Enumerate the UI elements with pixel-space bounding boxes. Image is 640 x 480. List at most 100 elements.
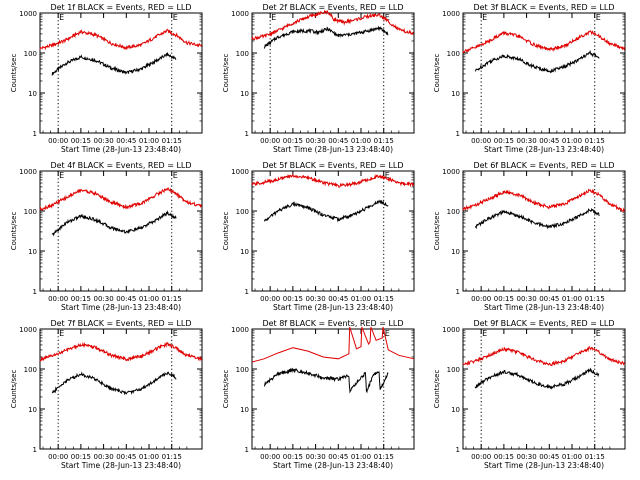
x-tick-label: 01:15 <box>585 137 605 145</box>
y-tick-label: 1000 <box>231 168 249 176</box>
x-tick-label: 00:15 <box>71 295 91 303</box>
y-tick-label: 100 <box>236 50 249 58</box>
y-tick-label: 1 <box>33 130 37 138</box>
x-tick-label: 00:45 <box>116 295 136 303</box>
panel-title: Det 2f BLACK = Events, RED = LLD <box>262 3 403 12</box>
y-tick-label: 100 <box>24 50 37 58</box>
x-tick-label: 00:00 <box>471 453 491 461</box>
y-tick-label: 10 <box>28 406 37 414</box>
y-axis-label: Counts/sec <box>222 212 230 251</box>
x-tick-label: 01:00 <box>351 295 371 303</box>
x-tick-label: 00:15 <box>71 453 91 461</box>
plot-frame <box>39 328 203 450</box>
lld-series-line <box>251 173 415 188</box>
events-series-line <box>51 209 177 237</box>
y-tick-label: 100 <box>447 50 460 58</box>
y-tick-label: 1000 <box>442 10 460 18</box>
y-tick-label: 1000 <box>231 326 249 334</box>
y-tick-label: 100 <box>24 366 37 374</box>
y-axis-label: Counts/sec <box>433 54 441 93</box>
y-tick-label: 1 <box>456 288 460 296</box>
y-tick-label: 10 <box>240 248 249 256</box>
y-tick-label: 10 <box>240 90 249 98</box>
y-tick-label: 1 <box>33 288 37 296</box>
x-axis-label: Start Time (28-Jun-13 23:48:40) <box>273 461 393 470</box>
y-tick-label: 100 <box>236 366 249 374</box>
plot-frame <box>462 12 626 134</box>
x-tick-label: 00:45 <box>539 453 559 461</box>
x-tick-label: 01:15 <box>162 453 182 461</box>
y-tick-label: 1 <box>456 446 460 454</box>
x-tick-label: 01:15 <box>374 453 394 461</box>
x-tick-label: 00:15 <box>494 295 514 303</box>
event-marker-label: E <box>385 13 390 22</box>
x-axis-label: Start Time (28-Jun-13 23:48:40) <box>273 145 393 154</box>
y-tick-label: 10 <box>451 90 460 98</box>
x-tick-label: 00:30 <box>305 137 325 145</box>
x-tick-label: 00:30 <box>305 295 325 303</box>
x-axis-label: Start Time (28-Jun-13 23:48:40) <box>61 145 181 154</box>
y-axis-label: Counts/sec <box>433 212 441 251</box>
y-tick-label: 1 <box>245 130 249 138</box>
x-tick-label: 01:00 <box>351 453 371 461</box>
events-series-line <box>263 25 389 49</box>
x-tick-label: 01:00 <box>351 137 371 145</box>
x-axis-label: Start Time (28-Jun-13 23:48:40) <box>484 303 604 312</box>
lld-series-line <box>251 326 415 363</box>
y-axis-label: Counts/sec <box>10 212 18 251</box>
x-tick-label: 01:00 <box>139 295 159 303</box>
detector-panel: Det 2f BLACK = Events, RED = LLD 1 10 100 10… <box>222 3 415 154</box>
event-marker-label: E <box>385 329 390 338</box>
event-marker-label: E <box>59 13 64 22</box>
x-tick-label: 00:00 <box>260 137 280 145</box>
x-tick-label: 00:30 <box>93 453 113 461</box>
detector-panel: Det 5f BLACK = Events, RED = LLD 1 10 100 10… <box>222 161 415 312</box>
detector-panel: Det 7f BLACK = Events, RED = LLD 1 10 100 10… <box>10 319 203 470</box>
panel-title: Det 6f BLACK = Events, RED = LLD <box>473 161 614 170</box>
y-tick-label: 100 <box>236 208 249 216</box>
event-marker-label: E <box>173 171 178 180</box>
x-tick-label: 01:00 <box>562 295 582 303</box>
lld-series-line <box>251 9 414 41</box>
event-marker-label: E <box>596 329 601 338</box>
x-axis-label: Start Time (28-Jun-13 23:48:40) <box>61 303 181 312</box>
x-tick-label: 00:00 <box>48 453 68 461</box>
events-series-line <box>474 207 600 230</box>
x-axis-label: Start Time (28-Jun-13 23:48:40) <box>273 303 393 312</box>
x-tick-label: 00:45 <box>539 137 559 145</box>
detector-panel: Det 1f BLACK = Events, RED = LLD 1 10 100 10… <box>10 3 203 154</box>
plot-frame <box>39 170 203 292</box>
x-tick-label: 00:45 <box>328 137 348 145</box>
panel-title: Det 3f BLACK = Events, RED = LLD <box>473 3 614 12</box>
x-tick-label: 00:00 <box>260 295 280 303</box>
plot-frame <box>251 12 415 134</box>
x-tick-label: 01:15 <box>585 295 605 303</box>
panel-title: Det 1f BLACK = Events, RED = LLD <box>50 3 191 12</box>
event-marker-label: E <box>173 329 178 338</box>
plot-frame <box>251 328 415 450</box>
x-tick-label: 00:30 <box>516 295 536 303</box>
events-series-line <box>474 367 600 390</box>
event-marker-label: E <box>271 13 276 22</box>
y-tick-label: 1000 <box>231 10 249 18</box>
lld-series-line <box>462 29 626 54</box>
x-tick-label: 00:15 <box>494 453 514 461</box>
plot-frame <box>462 328 626 450</box>
x-tick-label: 00:45 <box>328 295 348 303</box>
y-tick-label: 1 <box>456 130 460 138</box>
x-tick-label: 01:00 <box>139 453 159 461</box>
y-tick-label: 10 <box>451 248 460 256</box>
x-tick-label: 00:15 <box>283 137 303 145</box>
events-series-line <box>264 199 389 223</box>
x-tick-label: 01:15 <box>374 295 394 303</box>
x-tick-label: 01:00 <box>562 453 582 461</box>
detector-panel: Det 4f BLACK = Events, RED = LLD 1 10 100 10… <box>10 161 203 312</box>
event-marker-label: E <box>59 329 64 338</box>
detector-panel: Det 3f BLACK = Events, RED = LLD 1 10 100 10… <box>433 3 626 154</box>
x-tick-label: 01:15 <box>585 453 605 461</box>
x-tick-label: 01:00 <box>562 137 582 145</box>
x-tick-label: 00:00 <box>48 295 68 303</box>
y-axis-label: Counts/sec <box>10 54 18 93</box>
event-marker-label: E <box>482 13 487 22</box>
x-tick-label: 00:00 <box>260 453 280 461</box>
